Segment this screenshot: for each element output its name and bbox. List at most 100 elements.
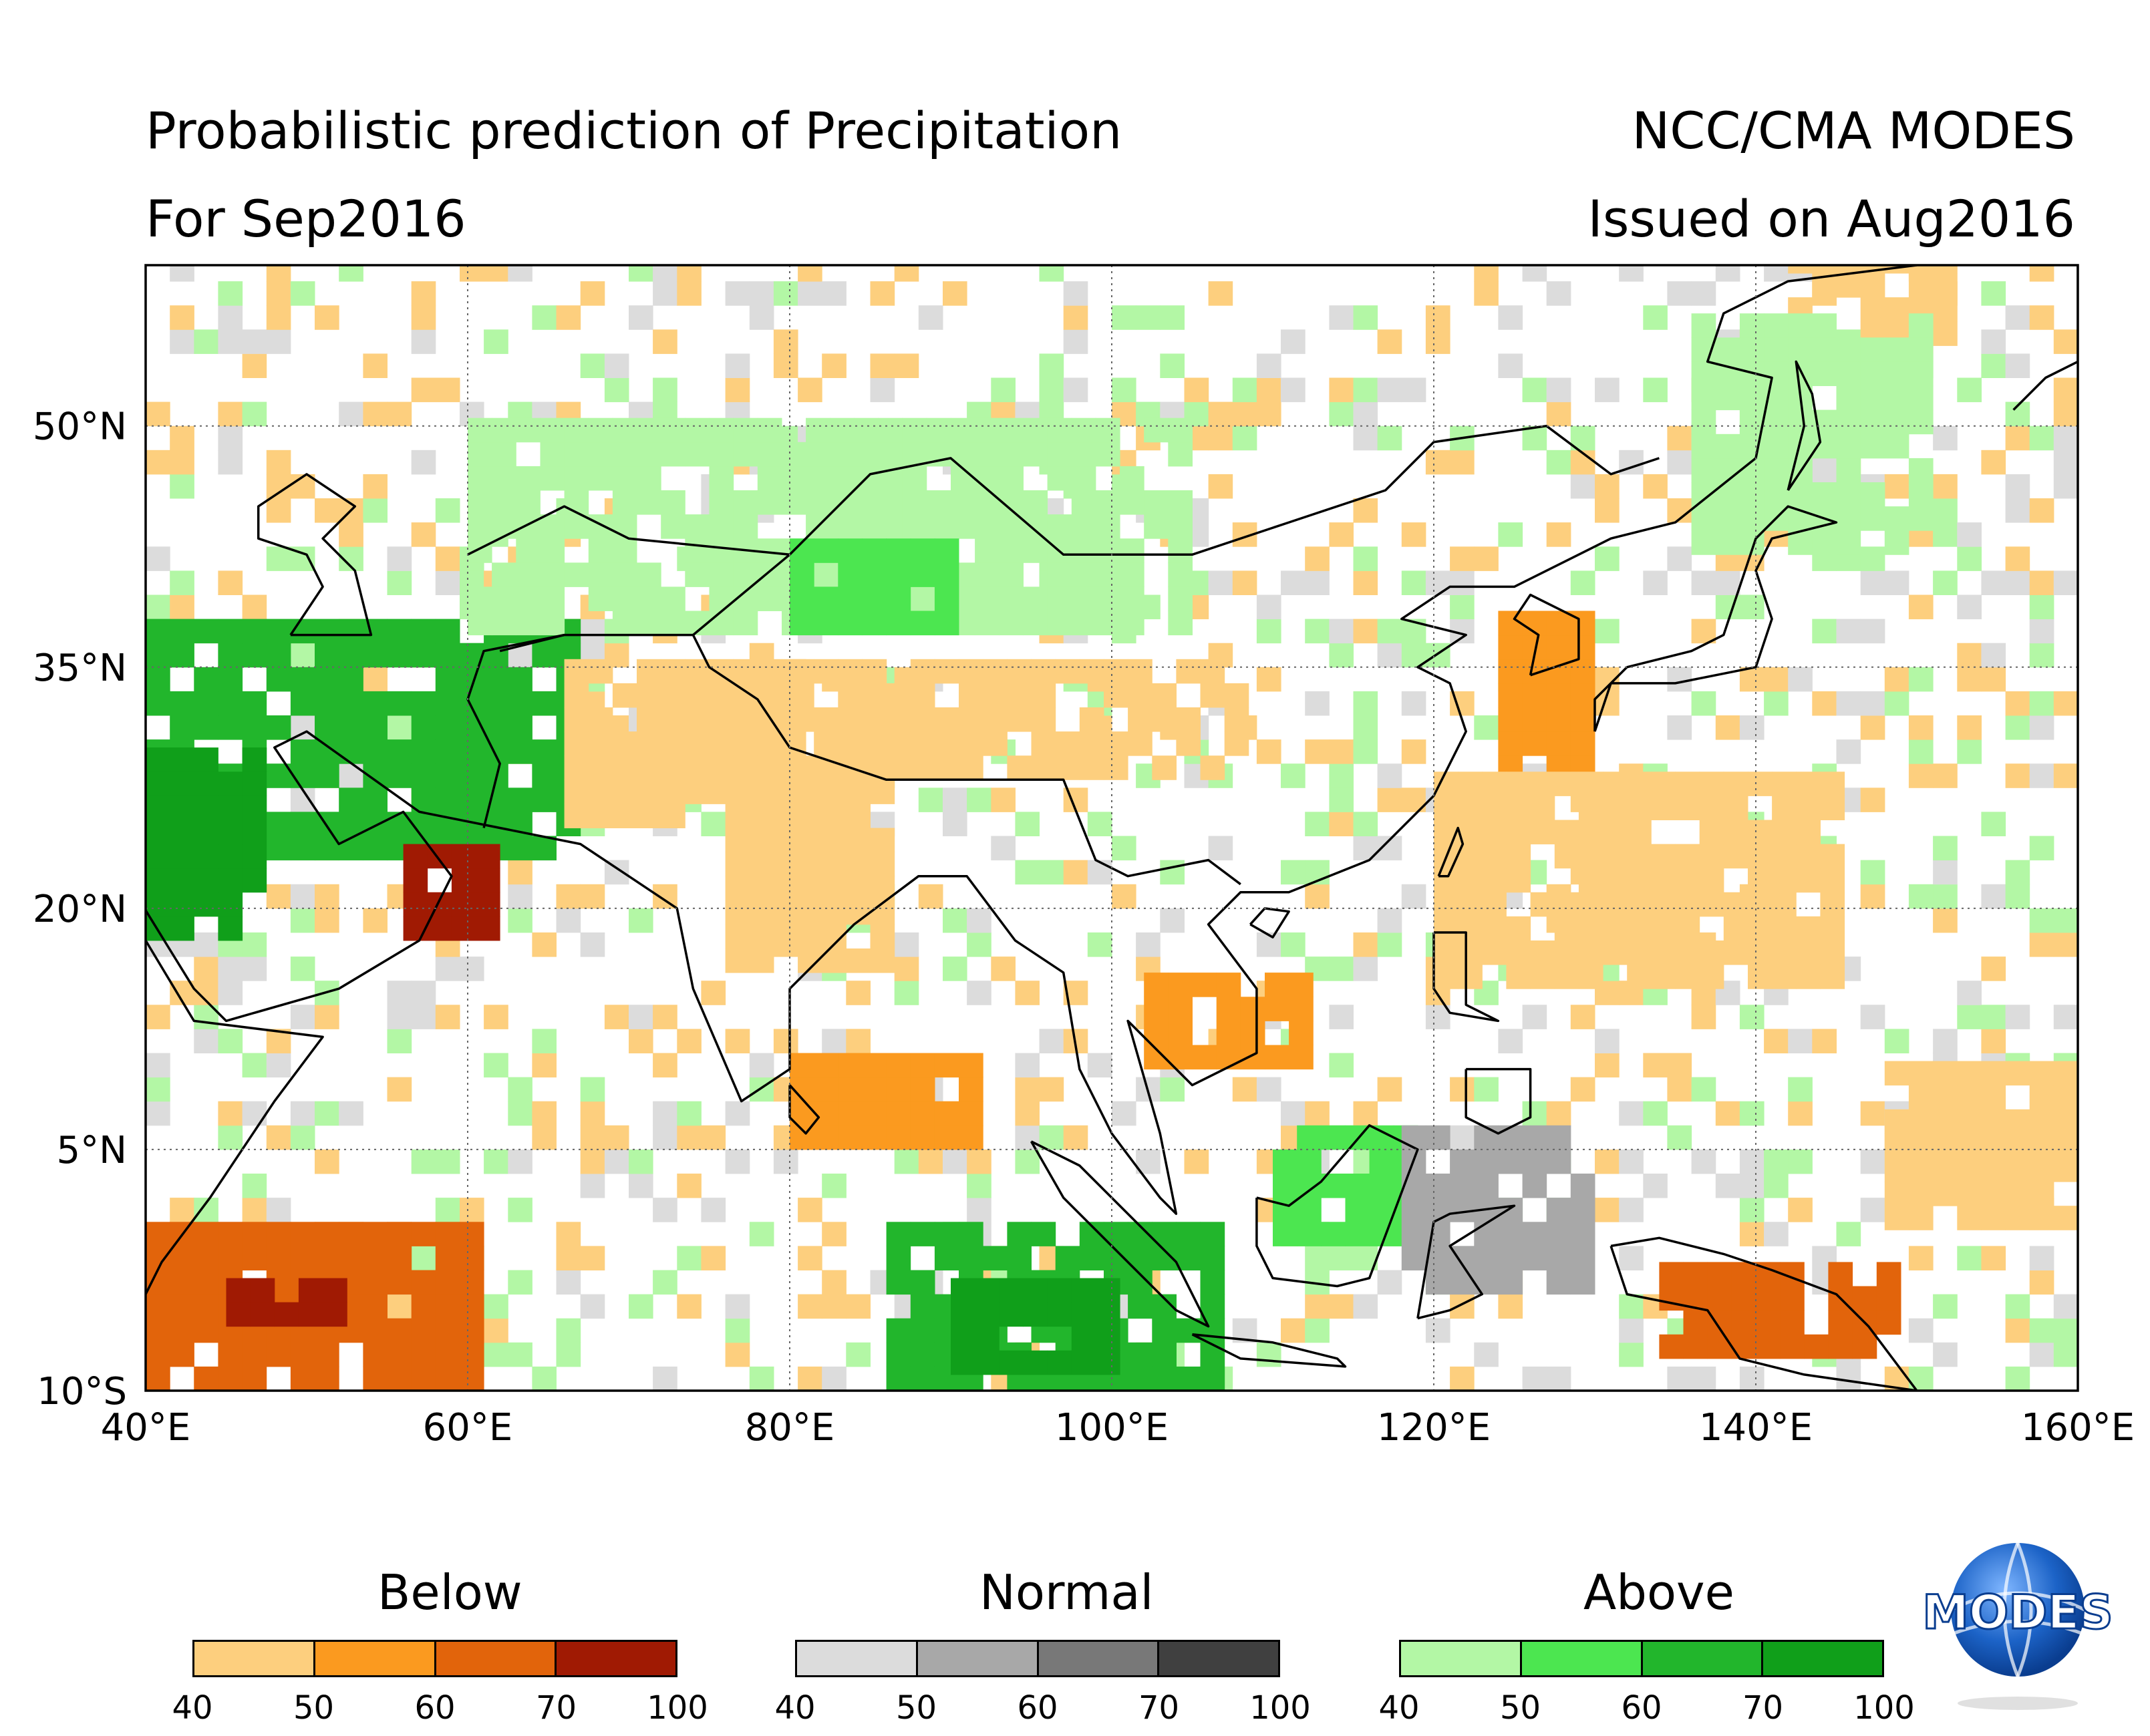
region-cell [1120, 490, 1144, 515]
region-cell [1546, 1222, 1571, 1246]
region-cell [1908, 1133, 1934, 1158]
noise-cell [484, 1149, 508, 1174]
noise-cell [1329, 305, 1354, 330]
region-cell [484, 715, 508, 740]
noise-cell [1039, 1125, 1064, 1150]
noise-cell [1474, 1077, 1499, 1102]
noise-cell [1570, 1077, 1595, 1102]
region-cell [588, 707, 613, 732]
region-cell [1820, 940, 1845, 965]
noise-cell [1595, 377, 1620, 403]
noise-cell [411, 981, 436, 1005]
region-cell [1908, 1109, 1934, 1134]
forecast-period: For Sep2016 [146, 189, 466, 248]
region-cell [1691, 361, 1716, 386]
region-cell [733, 442, 758, 467]
region-cell [411, 1294, 436, 1319]
region-cell [1788, 265, 1813, 274]
noise-cell [1450, 570, 1475, 595]
region-cell [661, 731, 685, 756]
region-cell [1578, 940, 1603, 965]
noise-cell [1788, 1029, 1813, 1053]
region-cell [725, 852, 750, 877]
region-cell [1458, 892, 1483, 917]
noise-cell [1208, 281, 1233, 306]
region-cell [170, 643, 194, 668]
region-cell [564, 731, 589, 756]
region-cell [435, 1222, 460, 1246]
noise-cell [1812, 1029, 1837, 1053]
region-cell [1047, 417, 1072, 443]
noise-cell [725, 1029, 750, 1053]
region-cell [661, 514, 685, 539]
region-cell [564, 804, 589, 828]
noise-cell [580, 932, 605, 957]
noise-cell [532, 1101, 557, 1126]
region-cell [1031, 731, 1056, 756]
region-cell [999, 562, 1024, 587]
region-cell [1458, 965, 1483, 989]
region-cell [242, 1342, 267, 1367]
region-cell [846, 804, 871, 828]
region-cell [363, 691, 388, 716]
noise-cell [653, 265, 677, 282]
noise-cell [1667, 1125, 1692, 1150]
region-cell [242, 1222, 267, 1246]
noise-cell [1353, 1294, 1378, 1319]
region-cell [564, 779, 589, 804]
region-cell [387, 1246, 412, 1270]
region-cell [1474, 1125, 1499, 1150]
noise-cell [1595, 1029, 1620, 1053]
noise-cell [1232, 1077, 1257, 1102]
region-cell [170, 1294, 194, 1319]
noise-cell [1353, 546, 1378, 571]
region-cell [1522, 1246, 1547, 1270]
region-cell [194, 747, 218, 772]
noise-cell [1353, 691, 1378, 716]
noise-cell [1377, 908, 1402, 933]
noise-cell [218, 1101, 243, 1126]
region-cell [339, 619, 363, 644]
region-cell [1200, 1294, 1225, 1319]
region-cell [612, 417, 637, 443]
region-cell [1570, 1222, 1595, 1246]
region-cell [1168, 562, 1193, 587]
region-cell [1699, 892, 1724, 917]
noise-cell [170, 329, 194, 354]
region-cell [242, 796, 267, 820]
region-cell [1095, 514, 1120, 539]
noise-cell [146, 1005, 170, 1029]
noise-cell [387, 401, 412, 427]
region-cell [427, 916, 452, 941]
region-cell [1168, 417, 1193, 443]
noise-cell [1715, 1101, 1740, 1126]
region-cell [1788, 313, 1813, 338]
region-cell [1933, 1158, 1958, 1182]
region-cell [218, 1246, 243, 1270]
region-cell [1498, 683, 1523, 708]
region-cell [870, 828, 895, 853]
region-cell [1474, 1270, 1499, 1295]
region-cell [1506, 844, 1531, 869]
noise-cell [2029, 691, 2054, 716]
noise-cell [1450, 450, 1475, 475]
region-cell [1699, 844, 1724, 869]
noise-cell [1329, 812, 1354, 836]
region-cell [886, 611, 911, 636]
region-cell [975, 562, 1000, 587]
region-cell [1981, 1206, 2006, 1230]
region-cell [757, 562, 782, 587]
region-cell [1522, 683, 1547, 708]
region-cell [790, 562, 814, 587]
noise-cell [1739, 1222, 1764, 1246]
noise-cell [1764, 265, 1789, 282]
noise-cell [629, 1005, 653, 1029]
noise-cell [411, 522, 436, 547]
noise-cell [967, 1174, 991, 1198]
noise-cell [1595, 474, 1620, 499]
noise-cell [943, 281, 967, 306]
region-cell [1546, 707, 1571, 732]
region-cell [685, 659, 710, 684]
region-cell [1659, 1286, 1684, 1311]
region-cell [170, 715, 194, 740]
